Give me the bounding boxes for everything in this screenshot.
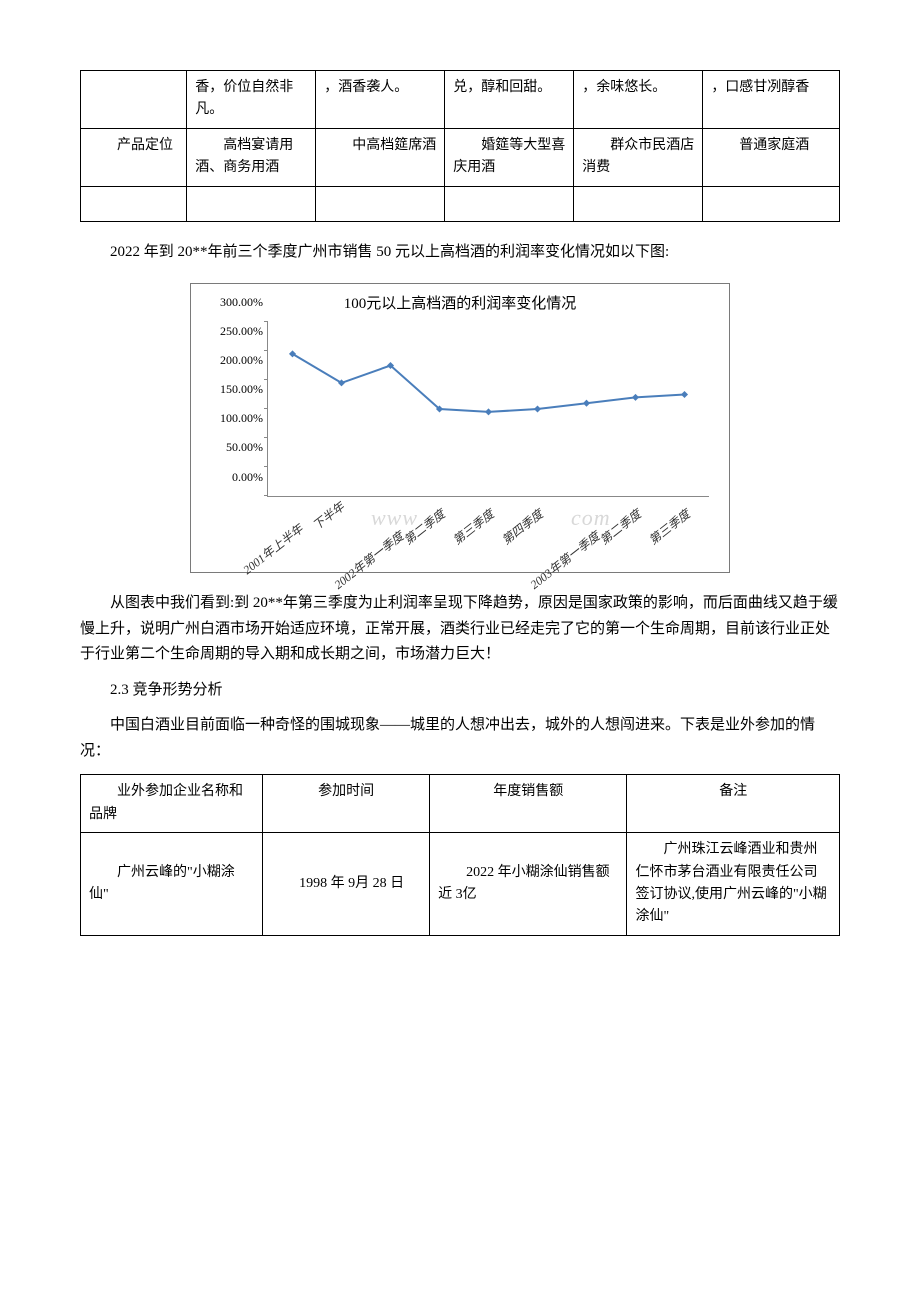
cell xyxy=(81,71,187,129)
x-tick-label: 2002年第一季度 xyxy=(329,527,408,595)
cell: 广州珠江云峰酒业和贵州仁怀市茅台酒业有限责任公司签订协议,使用广州云峰的"小糊涂… xyxy=(627,833,840,936)
x-tick-label: 2003年第一季度 xyxy=(525,527,604,595)
cell: 产品定位 xyxy=(81,128,187,186)
product-table: 香，价位自然非凡。 ，酒香袭人。 兑，醇和回甜。 ，余味悠长。 ，口感甘冽醇香 … xyxy=(80,70,840,222)
profit-rate-chart: 100元以上高档酒的利润率变化情况 0.00%50.00%100.00%150.… xyxy=(190,283,730,573)
y-tick-label: 150.00% xyxy=(220,379,263,399)
cell: ，酒香袭人。 xyxy=(316,71,445,129)
x-tick-label: 第三季度 xyxy=(644,505,694,551)
cell: 中高档筵席酒 xyxy=(316,128,445,186)
table-row: 产品定位 高档宴请用酒、商务用酒 中高档筵席酒 婚筵等大型喜庆用酒 群众市民酒店… xyxy=(81,128,840,186)
y-tick-label: 200.00% xyxy=(220,350,263,370)
cell: 群众市民酒店消费 xyxy=(574,128,703,186)
cell xyxy=(187,186,316,221)
header-cell: 年度销售额 xyxy=(430,775,627,833)
cell: 婚筵等大型喜庆用酒 xyxy=(445,128,574,186)
cell: 2022 年小糊涂仙销售额近 3亿 xyxy=(430,833,627,936)
cell xyxy=(316,186,445,221)
x-tick-label: 第二季度 xyxy=(399,505,449,551)
section-heading: 2.3 竞争形势分析 xyxy=(80,678,840,704)
x-tick-label: 第二季度 xyxy=(595,505,645,551)
paragraph: 中国白酒业目前面临一种奇怪的围城现象——城里的人想冲出去，城外的人想闯进来。下表… xyxy=(80,713,840,764)
cell: 高档宴请用酒、商务用酒 xyxy=(187,128,316,186)
paragraph: 2022 年到 20**年前三个季度广州市销售 50 元以上高档酒的利润率变化情… xyxy=(80,240,840,266)
competitor-table: 业外参加企业名称和品牌 参加时间 年度销售额 备注 广州云峰的"小糊涂仙" 19… xyxy=(80,774,840,935)
cell xyxy=(81,186,187,221)
cell: 普通家庭酒 xyxy=(703,128,840,186)
y-tick-label: 50.00% xyxy=(226,437,263,457)
cell: 兑，醇和回甜。 xyxy=(445,71,574,129)
table-row: 香，价位自然非凡。 ，酒香袭人。 兑，醇和回甜。 ，余味悠长。 ，口感甘冽醇香 xyxy=(81,71,840,129)
x-tick-label: 2001年上半年 xyxy=(238,520,307,580)
paragraph: 从图表中我们看到:到 20**年第三季度为止利润率呈现下降趋势，原因是国家政策的… xyxy=(80,591,840,668)
table-row xyxy=(81,186,840,221)
x-tick-label: 下半年 xyxy=(308,498,349,536)
y-tick-label: 300.00% xyxy=(220,291,263,311)
x-tick-label: 第四季度 xyxy=(497,505,547,551)
cell: 1998 年 9月 28 日 xyxy=(263,833,430,936)
table-header-row: 业外参加企业名称和品牌 参加时间 年度销售额 备注 xyxy=(81,775,840,833)
cell xyxy=(574,186,703,221)
cell: ，口感甘冽醇香 xyxy=(703,71,840,129)
table-row: 广州云峰的"小糊涂仙" 1998 年 9月 28 日 2022 年小糊涂仙销售额… xyxy=(81,833,840,936)
cell: ，余味悠长。 xyxy=(574,71,703,129)
cell xyxy=(445,186,574,221)
chart-title: 100元以上高档酒的利润率变化情况 xyxy=(203,292,717,318)
header-cell: 参加时间 xyxy=(263,775,430,833)
cell xyxy=(703,186,840,221)
header-cell: 业外参加企业名称和品牌 xyxy=(81,775,263,833)
x-axis-labels: 2001年上半年下半年2002年第一季度第二季度第三季度第四季度2003年第一季… xyxy=(255,469,721,554)
y-tick-label: 250.00% xyxy=(220,321,263,341)
header-cell: 备注 xyxy=(627,775,840,833)
cell: 广州云峰的"小糊涂仙" xyxy=(81,833,263,936)
x-tick-label: 第三季度 xyxy=(448,505,498,551)
cell: 香，价位自然非凡。 xyxy=(187,71,316,129)
y-tick-label: 100.00% xyxy=(220,408,263,428)
